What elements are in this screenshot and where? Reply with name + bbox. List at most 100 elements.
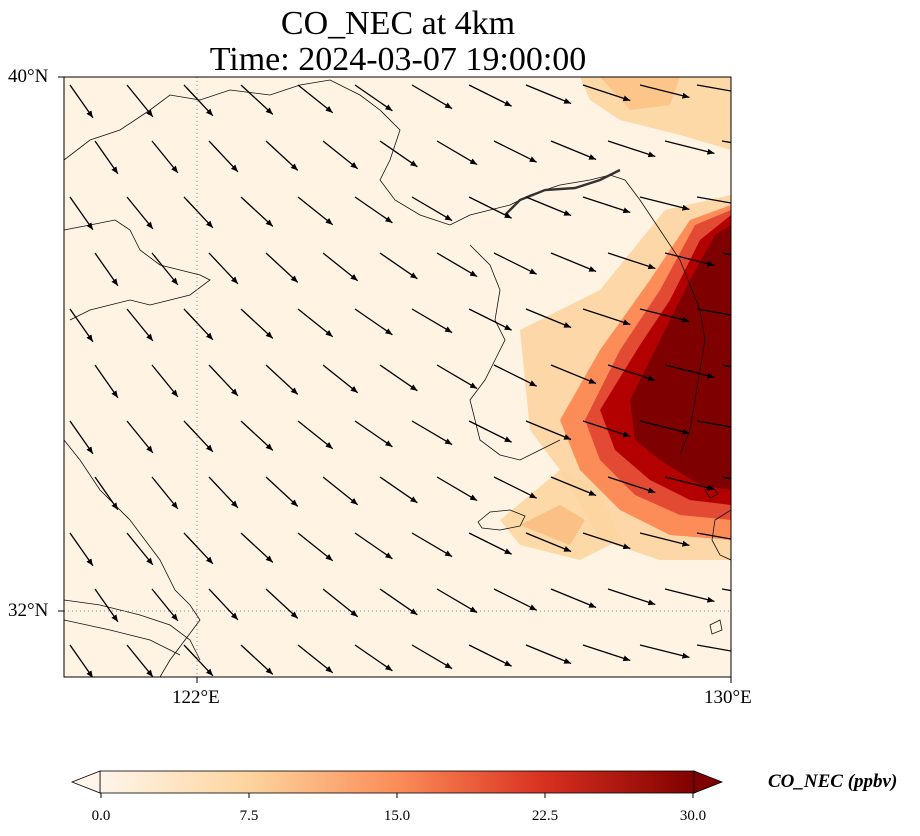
wind-arrow (183, 84, 214, 117)
wind-arrow (379, 364, 418, 392)
wind-arrow (582, 420, 631, 438)
wind-arrow (183, 420, 214, 453)
wind-arrow (411, 644, 453, 670)
wind-arrow (468, 308, 512, 331)
wind-arrow (297, 308, 334, 338)
wind-arrow (411, 532, 453, 558)
wind-arrow (411, 308, 453, 334)
wind-arrow (493, 252, 537, 275)
colorbar-tick-label-4: 30.0 (679, 808, 707, 824)
wind-arrow (208, 476, 239, 509)
coastline-korea-west (469, 244, 561, 461)
wind-arrow (696, 532, 731, 540)
wind-arrow (525, 420, 572, 441)
wind-arrow (126, 84, 154, 118)
coastline-bohai-west (64, 219, 211, 321)
wind-arrow (208, 588, 239, 621)
wind-arrow (69, 196, 94, 231)
wind-arrow (664, 588, 715, 603)
yangtze-mouth (64, 599, 201, 661)
wind-arrow (208, 140, 239, 173)
wind-arrow (265, 140, 299, 171)
wind-arrow (379, 140, 418, 168)
wind-arrow (525, 644, 572, 665)
wind-arrow (322, 364, 359, 394)
wind-arrow (240, 196, 274, 227)
wind-arrow (664, 476, 715, 491)
title-line1: CO_NEC at 4km (280, 5, 516, 42)
lat-label-40: 40°N (8, 66, 49, 87)
wind-arrow (297, 84, 334, 114)
island-small-1 (709, 619, 723, 635)
wind-arrow (664, 252, 715, 267)
wind-arrow (607, 140, 656, 158)
wind-arrow (436, 364, 478, 390)
wind-arrow (151, 364, 179, 398)
wind-arrow (639, 84, 690, 99)
wind-arrow (126, 644, 154, 677)
lon-label-122: 122°E (172, 687, 220, 708)
wind-arrow (240, 420, 274, 451)
colorbar-tick-label-3: 22.5 (531, 808, 559, 824)
wind-arrow (322, 140, 359, 170)
wind-arrow (240, 644, 274, 675)
wind-arrow (436, 252, 478, 278)
wind-arrow (69, 84, 94, 119)
wind-arrow (493, 140, 537, 163)
wind-arrow (126, 532, 154, 566)
wind-arrow (297, 644, 334, 674)
wind-arrow (525, 532, 572, 553)
wind-arrow (607, 476, 656, 494)
wind-arrow (550, 252, 597, 273)
wind-arrow (664, 140, 715, 155)
wind-arrow (493, 476, 537, 499)
wind-arrow (69, 644, 94, 677)
wind-arrow (696, 420, 731, 428)
wind-arrow (183, 196, 214, 229)
wind-arrow (493, 588, 537, 611)
wind-arrow (183, 532, 214, 565)
wind-arrow (322, 476, 359, 506)
wind-arrow (436, 140, 478, 166)
wind-arrow (354, 196, 393, 224)
wind-arrow (151, 252, 179, 286)
wind-arrow (550, 140, 597, 161)
wind-arrow (265, 476, 299, 507)
wind-arrow (265, 364, 299, 395)
wind-arrow (265, 252, 299, 283)
wind-arrow (696, 644, 731, 652)
wind-arrow (94, 140, 119, 175)
coastline-yalu (504, 168, 621, 216)
wind-arrow (607, 252, 656, 270)
colorbar-extend-min (70, 770, 101, 794)
wind-arrow (354, 644, 393, 672)
wind-arrow (525, 196, 572, 217)
wind-arrow (582, 84, 631, 102)
colorbar-tick-label-0: 0.0 (91, 808, 111, 824)
wind-arrow (436, 588, 478, 614)
wind-arrow (607, 364, 656, 382)
wind-arrow (525, 308, 572, 329)
wind-arrow (379, 476, 418, 504)
wind-arrow (411, 84, 453, 110)
wind-arrow (639, 532, 690, 547)
wind-arrow (354, 532, 393, 560)
plume-south-fringe-inner (520, 505, 585, 545)
wind-arrow (664, 364, 715, 379)
map-frame (63, 76, 732, 678)
wind-arrow (550, 588, 597, 609)
wind-arrow (126, 308, 154, 342)
wind-arrow (468, 532, 512, 555)
wind-arrow (94, 252, 119, 287)
wind-arrow (69, 420, 94, 455)
colorbar-tick-label-1: 7.5 (239, 808, 259, 824)
wind-arrow (240, 532, 274, 563)
wind-arrow (354, 308, 393, 336)
wind-arrow (639, 644, 690, 659)
wind-arrow (126, 420, 154, 454)
wind-arrow (639, 308, 690, 323)
wind-arrow (322, 588, 359, 618)
wind-arrow (208, 252, 239, 285)
wind-arrow (550, 476, 597, 497)
